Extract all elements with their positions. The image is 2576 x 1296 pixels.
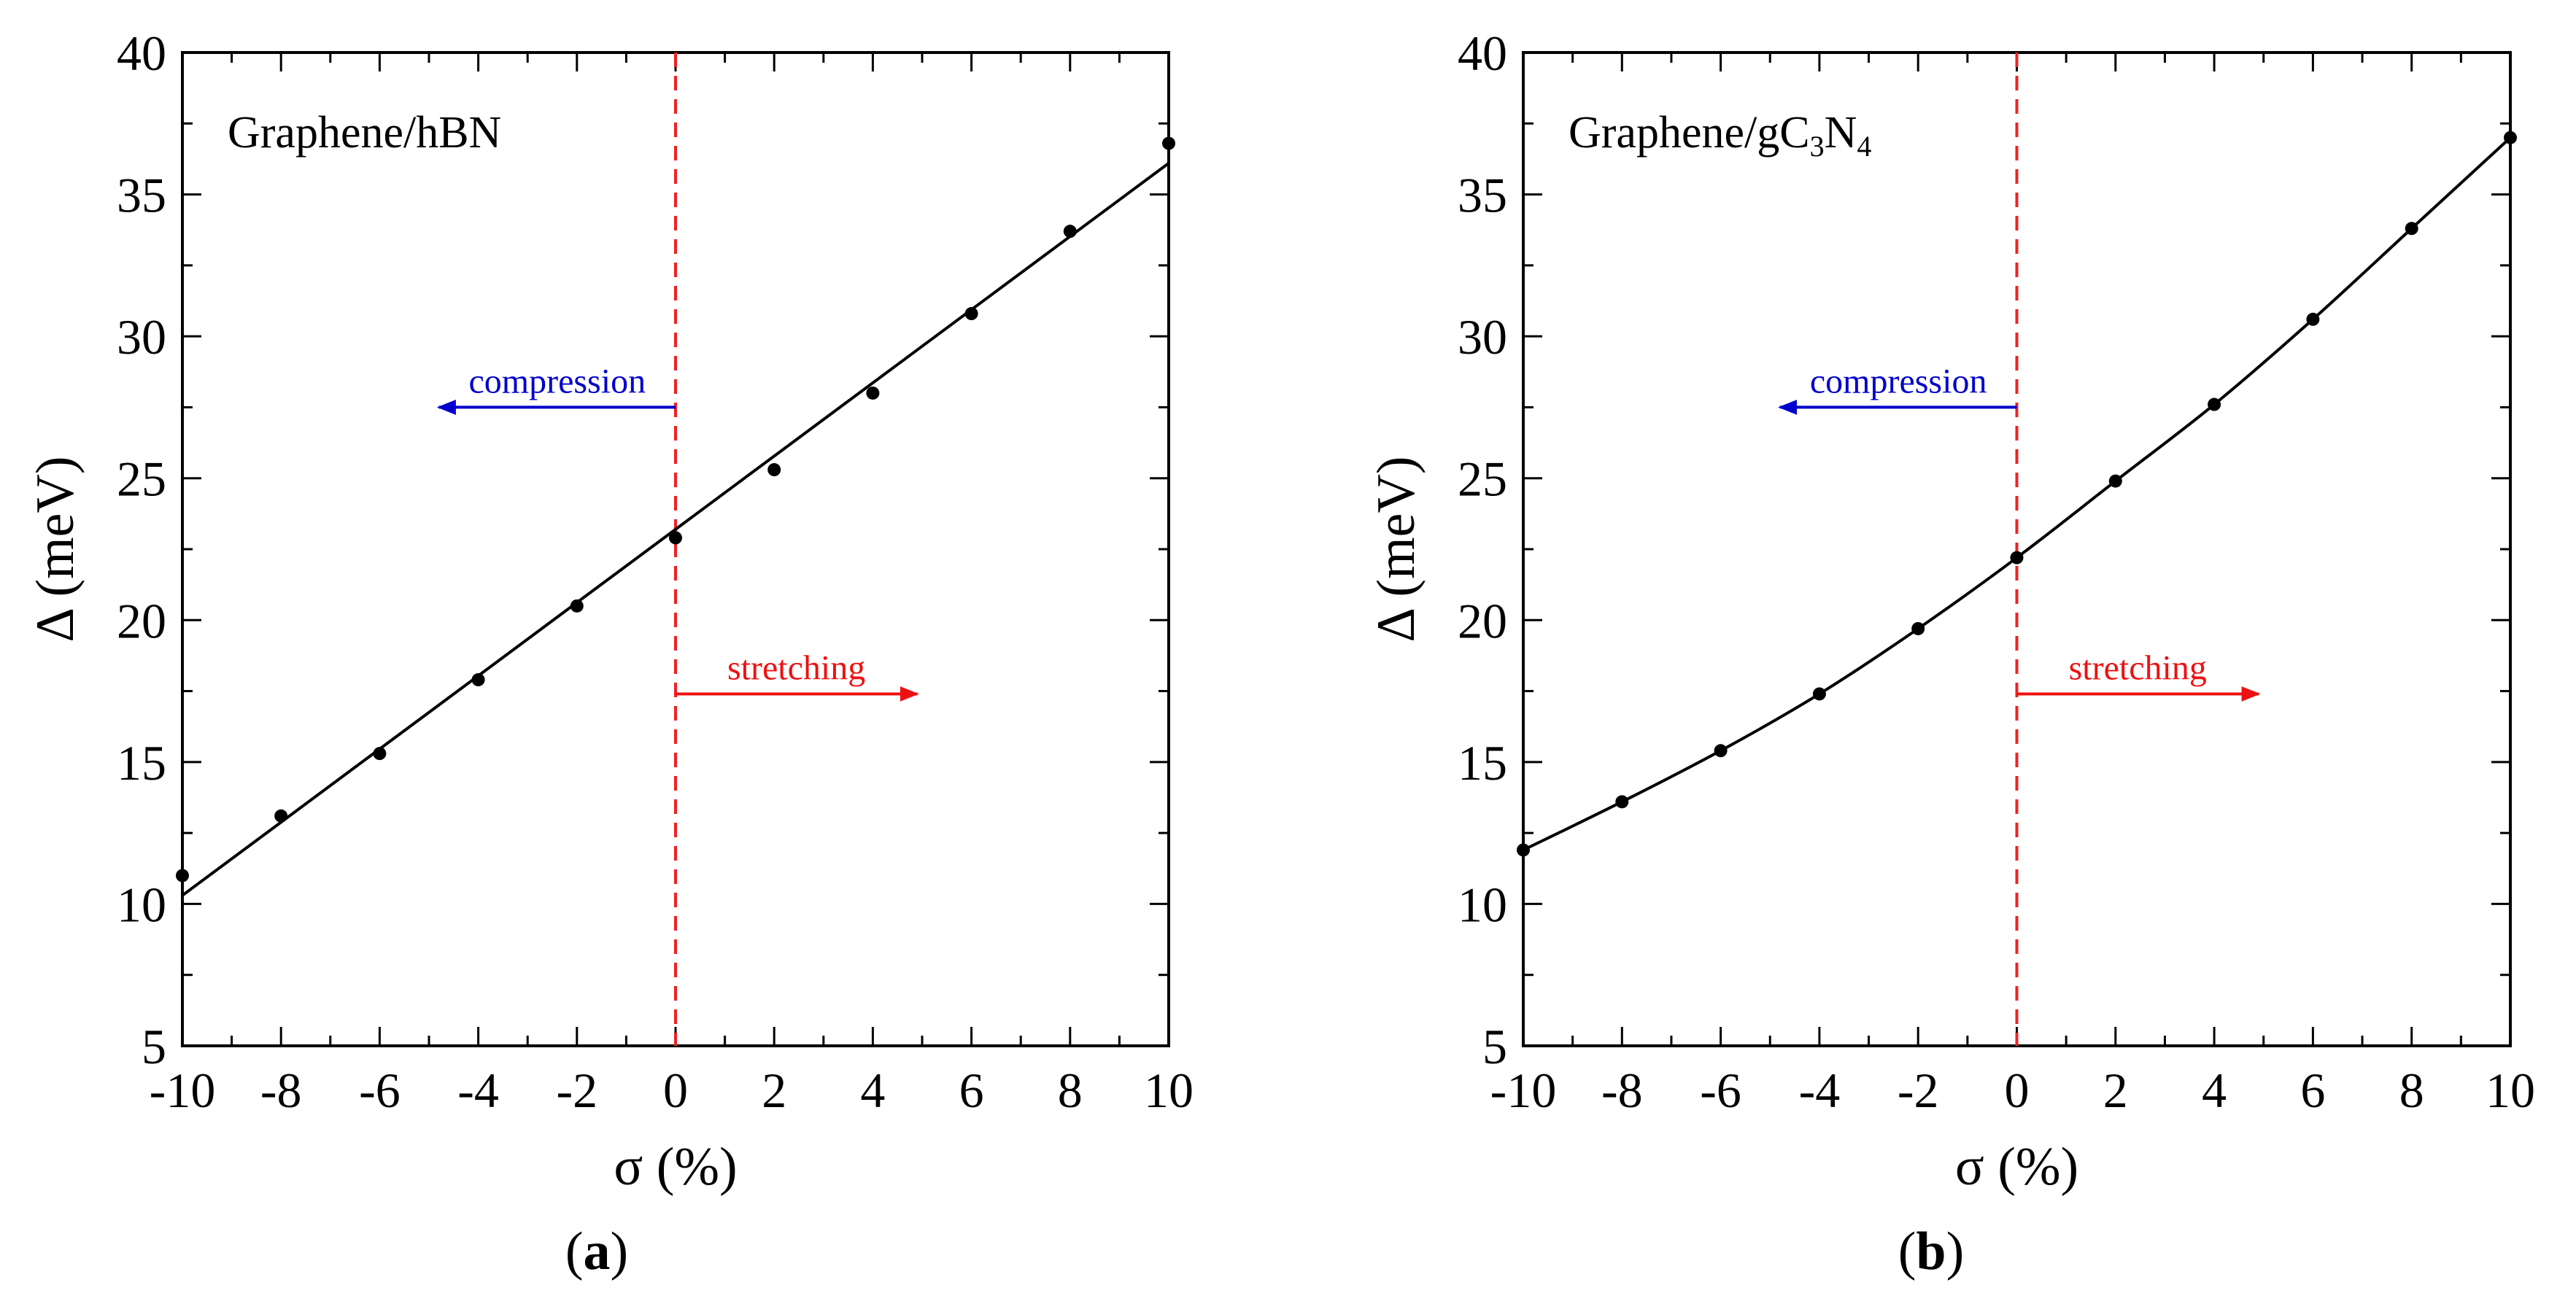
data-point — [866, 386, 880, 400]
material-label: Graphene/gC3N4 — [1569, 108, 1871, 163]
x-tick-label: 6 — [2300, 1063, 2325, 1118]
data-point — [2010, 551, 2024, 564]
y-tick-label: 40 — [117, 26, 166, 81]
y-tick-label: 15 — [117, 735, 166, 791]
x-tick-label: 0 — [2005, 1063, 2030, 1118]
panel-caption: (a) — [565, 1222, 628, 1281]
x-tick-label: 4 — [2202, 1063, 2227, 1118]
x-tick-label: -8 — [1601, 1063, 1643, 1118]
y-tick-label: 25 — [117, 451, 166, 507]
y-axis-title: Δ (meV) — [1366, 456, 1426, 642]
x-axis-title: σ (%) — [1955, 1137, 2078, 1197]
data-point — [2504, 131, 2517, 144]
panel-caption: (b) — [1898, 1222, 1964, 1281]
data-point — [2108, 474, 2122, 488]
x-tick-label: 6 — [959, 1063, 984, 1118]
data-point — [176, 869, 189, 882]
panel-caption-letter: a — [584, 1222, 611, 1281]
data-point — [373, 747, 387, 761]
y-tick-label: 20 — [1458, 593, 1507, 648]
data-point — [964, 307, 978, 321]
data-point — [1615, 795, 1629, 809]
y-tick-label: 30 — [117, 309, 166, 365]
y-tick-label: 30 — [1458, 309, 1507, 365]
x-tick-label: -6 — [1700, 1063, 1741, 1118]
data-point — [1162, 136, 1175, 150]
chart-panel-a: -10 -8 -6 -4 -2 0 2 4 6 8 10 5 10 15 20 25 30 35 40 σ (%) Δ … — [26, 26, 1194, 1281]
panel-caption-letter: b — [1916, 1222, 1946, 1281]
y-tick-label: 15 — [1458, 735, 1507, 791]
material-label: Graphene/hBN — [228, 108, 501, 158]
data-point — [471, 673, 485, 687]
x-tick-label: -8 — [260, 1063, 302, 1118]
stretching-label: stretching — [2069, 648, 2207, 687]
data-point — [2208, 397, 2221, 411]
x-tick-label: 4 — [860, 1063, 885, 1118]
y-axis-title: Δ (meV) — [26, 456, 85, 642]
y-tick-label: 5 — [142, 1019, 166, 1074]
x-tick-label: -4 — [1799, 1063, 1841, 1118]
x-tick-label: 10 — [1144, 1063, 1194, 1118]
x-tick-label: -10 — [1490, 1063, 1557, 1118]
data-point — [2306, 312, 2320, 326]
fit-line — [1523, 136, 2512, 852]
x-tick-label: 8 — [1058, 1063, 1083, 1118]
x-tick-label: 2 — [762, 1063, 786, 1118]
y-tick-label: 25 — [1458, 451, 1507, 507]
x-tick-label: 2 — [2103, 1063, 2128, 1118]
data-point — [669, 531, 682, 545]
x-tick-label: -2 — [556, 1063, 597, 1118]
x-axis-title: σ (%) — [614, 1137, 737, 1197]
compression-label: compression — [1810, 362, 1987, 400]
data-point — [2405, 222, 2418, 236]
data-point — [1911, 621, 1925, 635]
compression-label: compression — [468, 362, 646, 400]
fit-line — [181, 162, 1170, 897]
x-tick-label: 8 — [2399, 1063, 2424, 1118]
x-tick-label: -4 — [457, 1063, 499, 1118]
stretching-label: stretching — [727, 648, 865, 687]
x-tick-label: -10 — [150, 1063, 216, 1118]
data-point — [1063, 225, 1077, 238]
x-tick-label: 0 — [663, 1063, 688, 1118]
data-point — [570, 599, 584, 613]
data-point — [767, 463, 781, 477]
y-tick-label: 35 — [1458, 168, 1507, 223]
y-tick-label: 35 — [117, 168, 166, 223]
x-tick-label: -2 — [1898, 1063, 1939, 1118]
y-tick-label: 40 — [1458, 26, 1507, 81]
y-tick-label: 20 — [117, 593, 166, 648]
chart-panel-b: -10 -8 -6 -4 -2 0 2 4 6 8 10 5 10 15 20 25 30 35 40 σ (%) Δ … — [1366, 26, 2535, 1281]
x-tick-label: -6 — [359, 1063, 401, 1118]
data-point — [274, 809, 288, 823]
y-tick-label: 10 — [117, 877, 166, 932]
data-point — [1812, 687, 1826, 701]
y-tick-label: 10 — [1458, 877, 1507, 932]
data-point — [1517, 843, 1530, 857]
x-tick-label: 10 — [2486, 1063, 2535, 1118]
data-point — [1714, 744, 1728, 758]
y-tick-label: 5 — [1482, 1019, 1507, 1074]
